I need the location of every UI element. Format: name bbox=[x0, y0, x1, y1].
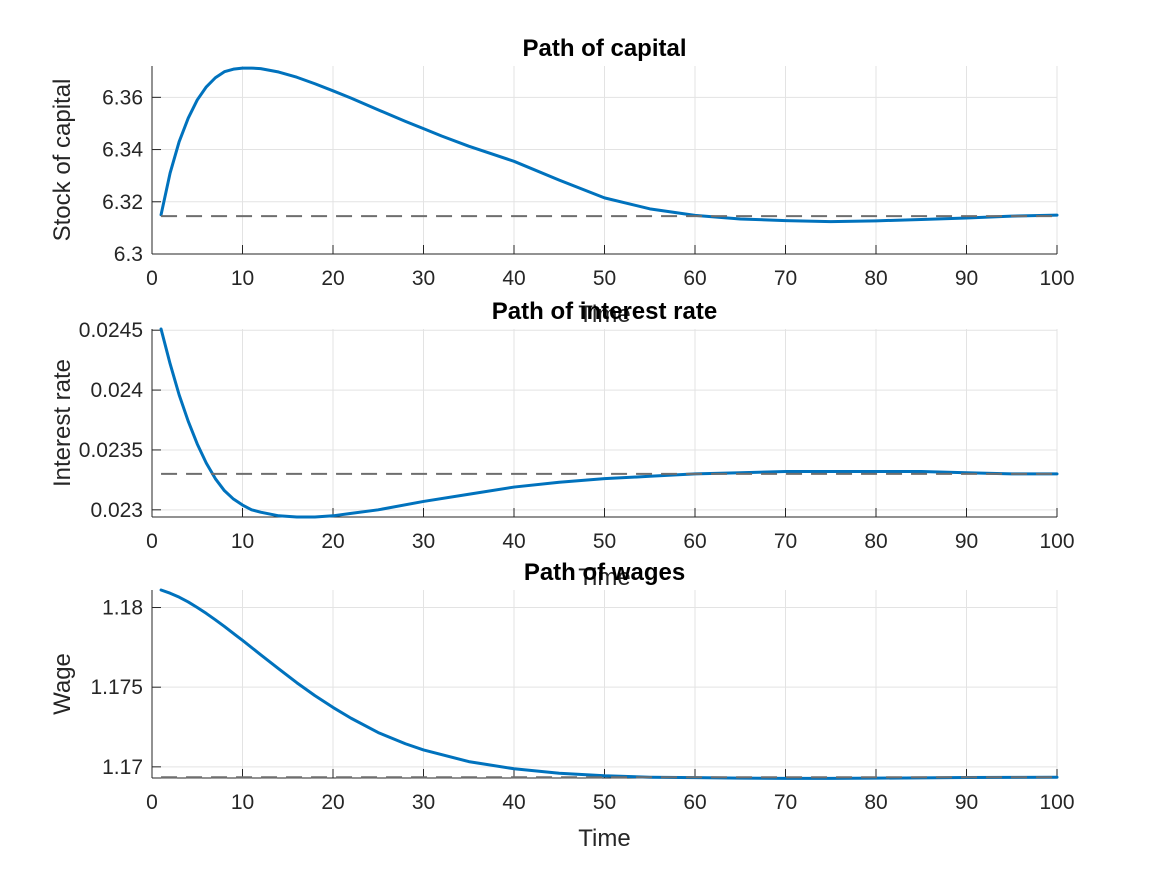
chart2: 0 10 20 30 40 50 60 70 80 90 100 1.17 1.175 1.18 Path … bbox=[49, 559, 1075, 852]
chart2-x-axis-label: Time bbox=[578, 825, 630, 852]
chart1-x-tick-label-10: 100 bbox=[1039, 530, 1074, 553]
chart0-x-tick-label-1: 10 bbox=[231, 267, 254, 290]
chart1-x-tick-label-9: 90 bbox=[955, 530, 978, 553]
chart1-x-tick-label-2: 20 bbox=[321, 530, 344, 553]
chart2-x-tick-label-10: 100 bbox=[1039, 791, 1074, 814]
chart0-x-tick-label-2: 20 bbox=[321, 267, 344, 290]
chart2-x-tick-label-6: 60 bbox=[683, 791, 706, 814]
chart0-x-tick-label-9: 90 bbox=[955, 267, 978, 290]
chart1-title: Path of interest rate bbox=[492, 298, 717, 325]
chart1-x-tick-label-6: 60 bbox=[683, 530, 706, 553]
chart1-y-tick-label-0: 0.023 bbox=[90, 499, 143, 522]
chart2-x-tick-label-5: 50 bbox=[593, 791, 616, 814]
chart1-y-tick-label-1: 0.0235 bbox=[79, 439, 143, 462]
chart0-y-tick-label-3: 6.36 bbox=[102, 86, 143, 109]
chart2-title: Path of wages bbox=[524, 559, 685, 586]
chart2-x-tick-label-0: 0 bbox=[146, 791, 158, 814]
chart0-series-line bbox=[159, 66, 1059, 224]
chart1-x-tick-label-5: 50 bbox=[593, 530, 616, 553]
chart0-x-tick-label-3: 30 bbox=[412, 267, 435, 290]
chart2-x-tick-label-7: 70 bbox=[774, 791, 797, 814]
chart2-x-tick-label-2: 20 bbox=[321, 791, 344, 814]
chart0-x-tick-label-7: 70 bbox=[774, 267, 797, 290]
chart2-y-axis-label: Wage bbox=[49, 653, 76, 715]
chart0-x-tick-label-8: 80 bbox=[864, 267, 887, 290]
chart0: 0 10 20 30 40 50 60 70 80 90 100 6.3 6.32 6.34 6.36 Pat… bbox=[49, 35, 1075, 328]
chart0-x-axis-label: Time bbox=[578, 301, 630, 328]
chart0-x-tick-label-10: 100 bbox=[1039, 267, 1074, 290]
chart2-x-tick-label-1: 10 bbox=[231, 791, 254, 814]
chart1-y-axis-label: Interest rate bbox=[49, 359, 76, 487]
chart0-x-tick-label-5: 50 bbox=[593, 267, 616, 290]
chart0-y-tick-label-1: 6.32 bbox=[102, 191, 143, 214]
chart0-x-tick-label-0: 0 bbox=[146, 267, 158, 290]
chart0-y-tick-label-0: 6.3 bbox=[114, 243, 143, 266]
chart0-x-tick-label-6: 60 bbox=[683, 267, 706, 290]
chart2-y-tick-label-0: 1.17 bbox=[102, 756, 143, 779]
chart1-x-tick-label-7: 70 bbox=[774, 530, 797, 553]
chart2-x-tick-label-8: 80 bbox=[864, 791, 887, 814]
chart0-x-tick-label-4: 40 bbox=[502, 267, 525, 290]
chart1-x-tick-label-1: 10 bbox=[231, 530, 254, 553]
chart1-x-tick-label-8: 80 bbox=[864, 530, 887, 553]
chart1-series-line bbox=[159, 327, 1059, 519]
chart2-y-tick-label-2: 1.18 bbox=[102, 597, 143, 620]
chart1-x-tick-label-3: 30 bbox=[412, 530, 435, 553]
chart0-y-tick-label-2: 6.34 bbox=[102, 139, 143, 162]
chart2-x-tick-label-3: 30 bbox=[412, 791, 435, 814]
chart1-y-tick-label-2: 0.024 bbox=[90, 379, 143, 402]
chart2-series-line bbox=[159, 588, 1059, 780]
chart0-title: Path of capital bbox=[522, 35, 686, 62]
chart1-x-tick-label-4: 40 bbox=[502, 530, 525, 553]
chart1-x-tick-label-0: 0 bbox=[146, 530, 158, 553]
chart1: 0 10 20 30 40 50 60 70 80 90 100 0.023 0.0235 0.024 0.… bbox=[49, 298, 1075, 591]
chart2-x-tick-label-4: 40 bbox=[502, 791, 525, 814]
chart2-y-tick-label-1: 1.175 bbox=[90, 676, 143, 699]
chart1-y-tick-label-3: 0.0245 bbox=[79, 319, 143, 342]
chart1-x-axis-label: Time bbox=[578, 564, 630, 591]
chart2-x-tick-label-9: 90 bbox=[955, 791, 978, 814]
chart0-y-axis-label: Stock of capital bbox=[49, 79, 76, 242]
